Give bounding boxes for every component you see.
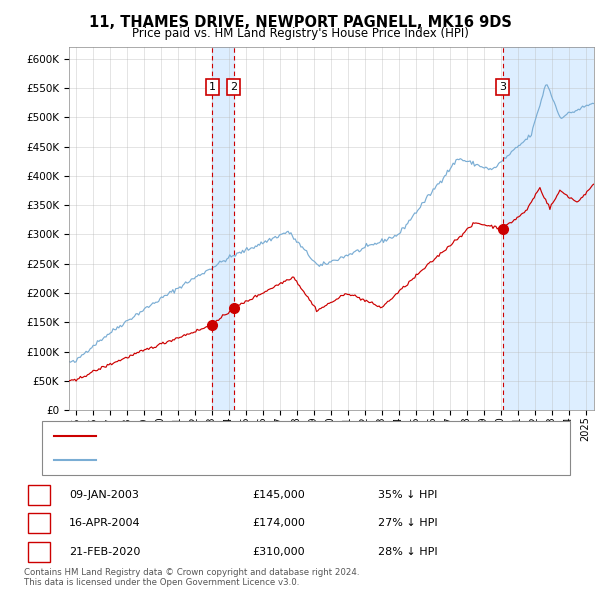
Text: £310,000: £310,000 — [252, 547, 305, 556]
Text: 21-FEB-2020: 21-FEB-2020 — [69, 547, 140, 556]
Text: 11, THAMES DRIVE, NEWPORT PAGNELL, MK16 9DS: 11, THAMES DRIVE, NEWPORT PAGNELL, MK16 … — [89, 15, 511, 30]
Text: £174,000: £174,000 — [252, 519, 305, 528]
Text: 28% ↓ HPI: 28% ↓ HPI — [378, 547, 437, 556]
Text: 1: 1 — [35, 490, 43, 500]
Text: 3: 3 — [499, 82, 506, 92]
Text: Contains HM Land Registry data © Crown copyright and database right 2024.
This d: Contains HM Land Registry data © Crown c… — [24, 568, 359, 587]
Text: 2: 2 — [35, 519, 43, 528]
Text: 1: 1 — [209, 82, 216, 92]
Text: HPI: Average price, detached house, Milton Keynes: HPI: Average price, detached house, Milt… — [102, 455, 367, 465]
Text: 09-JAN-2003: 09-JAN-2003 — [69, 490, 139, 500]
Text: 16-APR-2004: 16-APR-2004 — [69, 519, 140, 528]
Text: 27% ↓ HPI: 27% ↓ HPI — [378, 519, 437, 528]
Bar — [212, 47, 233, 410]
Text: 3: 3 — [35, 547, 43, 556]
Text: 2: 2 — [230, 82, 237, 92]
Text: 11, THAMES DRIVE, NEWPORT PAGNELL, MK16 9DS (detached house): 11, THAMES DRIVE, NEWPORT PAGNELL, MK16 … — [102, 431, 463, 441]
Text: £145,000: £145,000 — [252, 490, 305, 500]
Bar — [503, 47, 594, 410]
Text: 35% ↓ HPI: 35% ↓ HPI — [378, 490, 437, 500]
Text: Price paid vs. HM Land Registry's House Price Index (HPI): Price paid vs. HM Land Registry's House … — [131, 27, 469, 40]
